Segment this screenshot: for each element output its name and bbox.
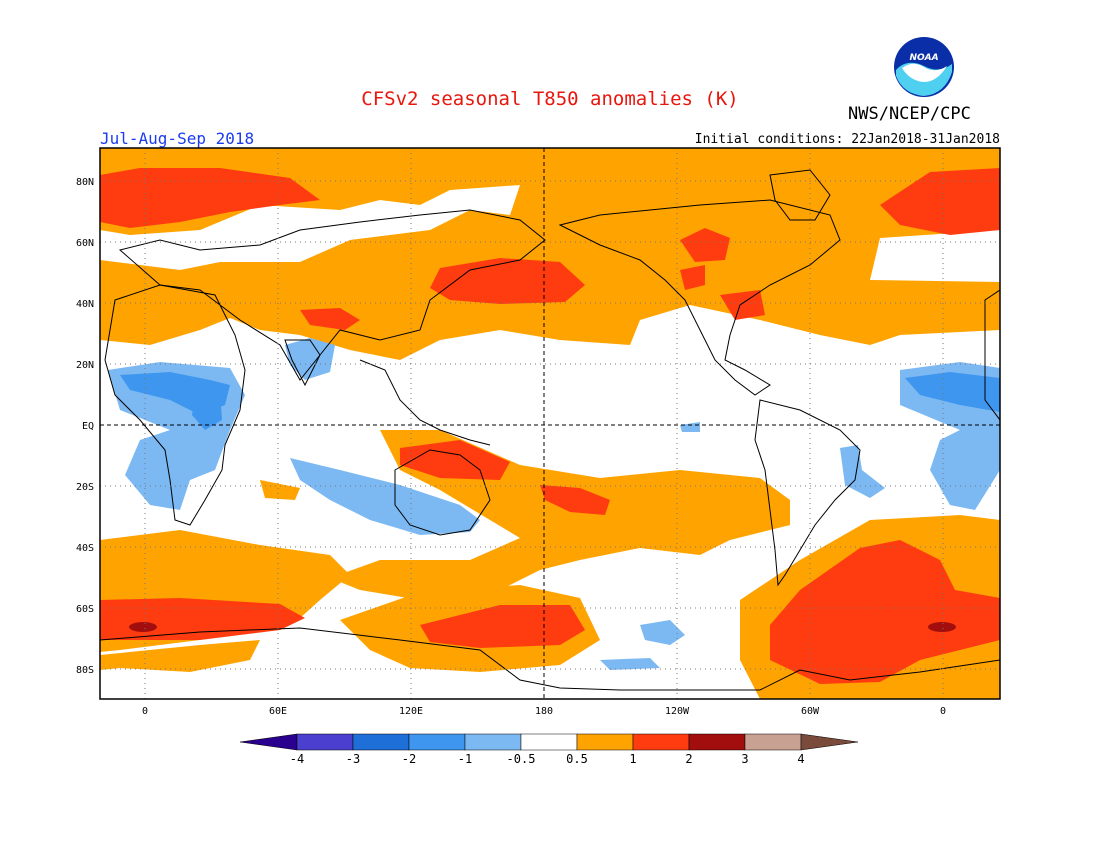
lat-label: 80S (76, 665, 94, 676)
map-frame (99, 147, 1001, 700)
colorbar-bin (576, 733, 634, 751)
colorbar-label: 4 (797, 752, 804, 766)
colorbar-bin (520, 733, 578, 751)
lat-label: 60S (76, 604, 94, 615)
logo-text: NOAA (909, 53, 938, 63)
agency-label: NWS/NCEP/CPC (848, 104, 971, 124)
forecast-period: Jul-Aug-Sep 2018 (100, 129, 255, 148)
lon-label: 0 (142, 706, 148, 717)
latitude-labels: 80N 60N 40N 20N EQ 20S 40S 60S 80S (76, 177, 94, 676)
lon-label: 180 (535, 706, 553, 717)
colorbar-label: 1 (629, 752, 636, 766)
colorbar-arrow-low (239, 733, 298, 751)
lon-label: 120W (665, 706, 690, 717)
colorbar-label: -1 (458, 752, 472, 766)
colorbar: -4 -3 -2 -1 -0.5 0.5 1 2 3 4 (239, 733, 859, 766)
lat-label: 20N (76, 360, 94, 371)
colorbar-bin (744, 733, 802, 751)
noaa-logo-icon: NOAA (893, 36, 955, 98)
lon-label: 60E (269, 706, 287, 717)
colorbar-bin (352, 733, 410, 751)
colorbar-label: 0.5 (566, 752, 588, 766)
colorbar-label: 3 (741, 752, 748, 766)
colorbar-label: -0.5 (507, 752, 536, 766)
longitude-labels: 0 60E 120E 180 120W 60W 0 (142, 706, 946, 717)
coastlines (100, 169, 1000, 691)
lat-lon-grid (100, 148, 1000, 699)
lat-label: 60N (76, 238, 94, 249)
colorbar-arrow-high (800, 733, 859, 751)
lat-label: EQ (82, 421, 94, 432)
colorbar-bin (688, 733, 746, 751)
initial-conditions: Initial conditions: 22Jan2018-31Jan2018 (694, 132, 1000, 147)
lon-label: 60W (801, 706, 820, 717)
lon-label: 0 (940, 706, 946, 717)
lon-label: 120E (399, 706, 423, 717)
colorbar-label: -4 (290, 752, 304, 766)
colorbar-bin (296, 733, 354, 751)
anomaly-darkred-regions (129, 622, 956, 632)
colorbar-bin (408, 733, 466, 751)
colorbar-bin (632, 733, 690, 751)
lat-label: 40S (76, 543, 94, 554)
chart-title: CFSv2 seasonal T850 anomalies (K) (361, 88, 739, 110)
colorbar-bin (464, 733, 522, 751)
anomaly-blue-regions (120, 372, 1000, 430)
lat-label: 40N (76, 299, 94, 310)
colorbar-label: -3 (346, 752, 360, 766)
lat-label: 80N (76, 177, 94, 188)
lat-label: 20S (76, 482, 94, 493)
colorbar-label: 2 (685, 752, 692, 766)
colorbar-label: -2 (402, 752, 416, 766)
